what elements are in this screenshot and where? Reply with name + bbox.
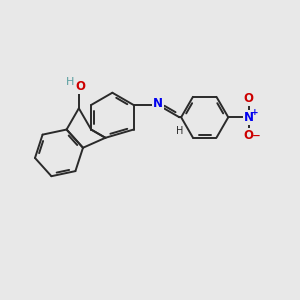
Text: H: H	[66, 77, 75, 87]
Text: +: +	[251, 108, 259, 117]
Text: −: −	[252, 131, 261, 141]
Text: O: O	[244, 92, 254, 105]
Text: H: H	[176, 126, 183, 136]
Text: O: O	[244, 129, 254, 142]
Text: O: O	[76, 80, 86, 93]
Text: N: N	[244, 111, 254, 124]
Text: N: N	[153, 97, 163, 110]
